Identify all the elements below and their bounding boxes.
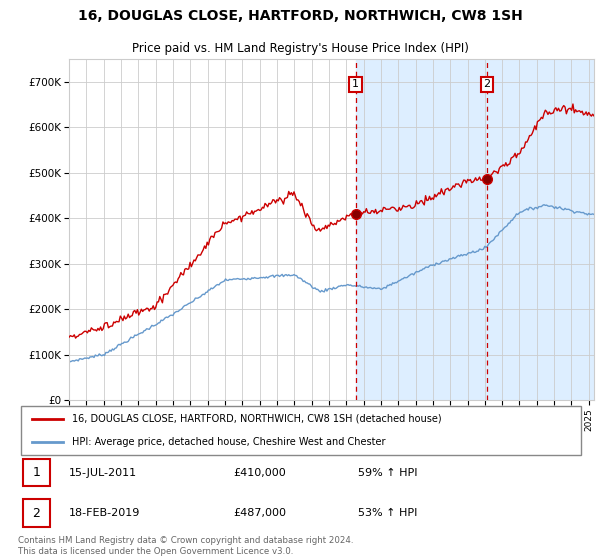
Text: HPI: Average price, detached house, Cheshire West and Chester: HPI: Average price, detached house, Ches… (72, 437, 385, 447)
Text: 16, DOUGLAS CLOSE, HARTFORD, NORTHWICH, CW8 1SH (detached house): 16, DOUGLAS CLOSE, HARTFORD, NORTHWICH, … (72, 414, 442, 424)
Text: Contains HM Land Registry data © Crown copyright and database right 2024.
This d: Contains HM Land Registry data © Crown c… (18, 536, 353, 556)
FancyBboxPatch shape (23, 459, 50, 487)
Text: 2: 2 (484, 80, 490, 90)
Text: £410,000: £410,000 (233, 468, 286, 478)
FancyBboxPatch shape (23, 500, 50, 527)
FancyBboxPatch shape (21, 406, 581, 455)
Text: 53% ↑ HPI: 53% ↑ HPI (358, 508, 418, 518)
Text: £487,000: £487,000 (233, 508, 286, 518)
Bar (356, 59, 594, 400)
Text: 1: 1 (32, 466, 40, 479)
Text: 2: 2 (32, 507, 40, 520)
Text: 15-JUL-2011: 15-JUL-2011 (69, 468, 137, 478)
Text: Price paid vs. HM Land Registry's House Price Index (HPI): Price paid vs. HM Land Registry's House … (131, 43, 469, 55)
Text: 16, DOUGLAS CLOSE, HARTFORD, NORTHWICH, CW8 1SH: 16, DOUGLAS CLOSE, HARTFORD, NORTHWICH, … (77, 9, 523, 23)
Text: 1: 1 (352, 80, 359, 90)
Text: 59% ↑ HPI: 59% ↑ HPI (358, 468, 418, 478)
Text: 18-FEB-2019: 18-FEB-2019 (69, 508, 140, 518)
